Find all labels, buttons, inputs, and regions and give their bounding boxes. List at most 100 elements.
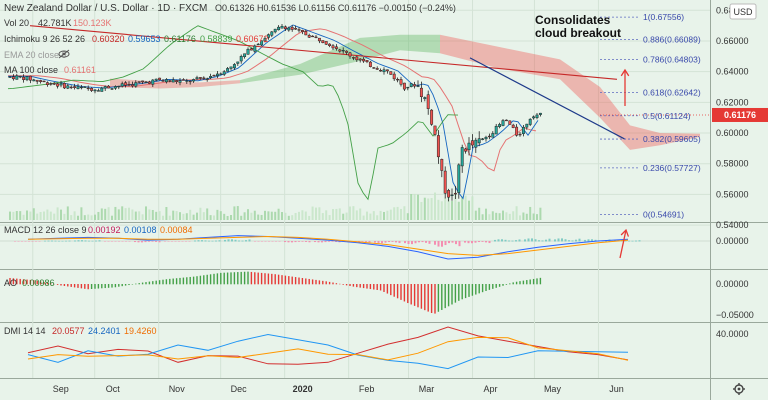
macd-histogram-bar	[211, 240, 214, 242]
ao-bar	[267, 273, 270, 285]
macd-histogram-bar	[384, 241, 387, 243]
ao-bar	[362, 284, 365, 289]
candle	[181, 78, 185, 81]
ao-bar	[522, 280, 525, 285]
volume-bar	[233, 206, 236, 220]
candle-body	[141, 80, 145, 83]
macd-histogram-bar	[534, 239, 537, 242]
macd-histogram-bar	[54, 240, 57, 242]
volume-bar	[243, 212, 246, 220]
candle-body	[345, 50, 349, 53]
ao-bar	[430, 284, 433, 314]
macd-histogram-bar	[155, 241, 157, 242]
chikou-span	[7, 25, 459, 201]
candle	[144, 81, 148, 83]
ao-bar	[277, 274, 280, 285]
macd-histogram-bar	[287, 241, 290, 243]
volume-bar	[172, 210, 175, 220]
price-panel[interactable]	[0, 0, 710, 222]
candle	[127, 81, 131, 87]
volume-bar	[83, 215, 86, 220]
volume-bar	[505, 212, 508, 220]
candle-body	[508, 120, 512, 125]
ao-bar	[379, 284, 382, 291]
candle-body	[263, 38, 267, 42]
eye-hidden-icon[interactable]	[58, 49, 70, 59]
dmi-panel[interactable]	[0, 323, 710, 378]
macd-histogram-bar	[31, 241, 34, 242]
ao-bar	[441, 284, 443, 310]
candle-body	[477, 138, 481, 144]
ichimoku-label[interactable]: Ichimoku 9 26 52 26	[4, 34, 85, 44]
candle	[477, 131, 481, 147]
candle-body	[538, 112, 542, 115]
candle	[79, 84, 83, 90]
candle	[229, 66, 233, 71]
ao-bar	[291, 276, 293, 285]
macd-histogram-bar	[388, 241, 390, 243]
ao-panel[interactable]	[0, 270, 710, 322]
ao-bar	[342, 284, 344, 285]
candle	[443, 166, 447, 199]
candle-body	[229, 66, 233, 69]
candle	[365, 59, 369, 64]
candle-body	[222, 71, 226, 75]
ichimoku-value: 0.58839	[200, 34, 233, 44]
macd-panel[interactable]	[0, 223, 710, 269]
candle	[338, 48, 342, 53]
candle-body	[368, 61, 372, 67]
ao-bar	[237, 272, 239, 285]
macd-histogram-bar	[28, 241, 30, 242]
macd-label[interactable]: MACD 12 26 close 9	[4, 225, 87, 235]
ao-bar	[172, 278, 174, 285]
ao-bar	[209, 274, 212, 285]
ma-label[interactable]: MA 100 close	[4, 65, 58, 75]
macd-histogram-bar	[227, 239, 230, 242]
volume-bar	[359, 208, 362, 220]
price-tick-label: 0.64000	[716, 67, 749, 77]
candle-body	[304, 31, 308, 36]
candle-body	[423, 97, 427, 100]
macd-histogram-bar	[458, 241, 461, 247]
candle-body	[52, 83, 56, 85]
candle	[460, 144, 464, 173]
volume-bar	[175, 211, 178, 220]
volume-bar	[539, 207, 542, 220]
candle	[226, 66, 230, 72]
volume-bar	[134, 211, 137, 220]
candle	[382, 67, 386, 75]
candle	[22, 74, 26, 83]
candle	[86, 85, 90, 91]
candle	[518, 132, 522, 137]
volume-bar	[192, 214, 195, 220]
candle	[283, 25, 287, 32]
macd-histogram-bar	[578, 238, 581, 242]
macd-histogram-bar	[391, 241, 394, 242]
settings-gear-icon[interactable]	[733, 383, 745, 395]
candle-body	[351, 57, 355, 59]
ao-bar	[46, 282, 49, 285]
ao-label[interactable]: AO	[4, 278, 17, 288]
candle-body	[205, 78, 209, 80]
volume-bar	[117, 209, 120, 220]
volume-bar	[230, 215, 232, 220]
dmi-indicator: 40.0000	[27, 326, 749, 370]
macd-histogram-bar	[197, 240, 200, 242]
candle-body	[297, 29, 301, 31]
currency-button[interactable]: USD	[729, 3, 757, 20]
candle	[525, 123, 529, 130]
ao-bar	[240, 271, 242, 285]
volume-bar	[90, 215, 93, 220]
time-axis[interactable]: Sep Oct Nov Dec 2020 Feb Mar Apr May Jun	[53, 384, 624, 394]
dmi-label[interactable]: DMI 14 14	[4, 326, 46, 336]
candle	[392, 71, 396, 81]
ao-tick-label: −0.05000	[716, 310, 754, 320]
volume-bar	[345, 212, 348, 220]
volume-bar	[111, 215, 113, 220]
volume-label[interactable]: Vol 20	[4, 18, 29, 28]
ema-label[interactable]: EMA 20 close 0	[4, 50, 67, 60]
candle-body	[35, 79, 39, 82]
ichimoku-value: 0.59653	[128, 34, 161, 44]
time-tick-label: May	[544, 384, 562, 394]
